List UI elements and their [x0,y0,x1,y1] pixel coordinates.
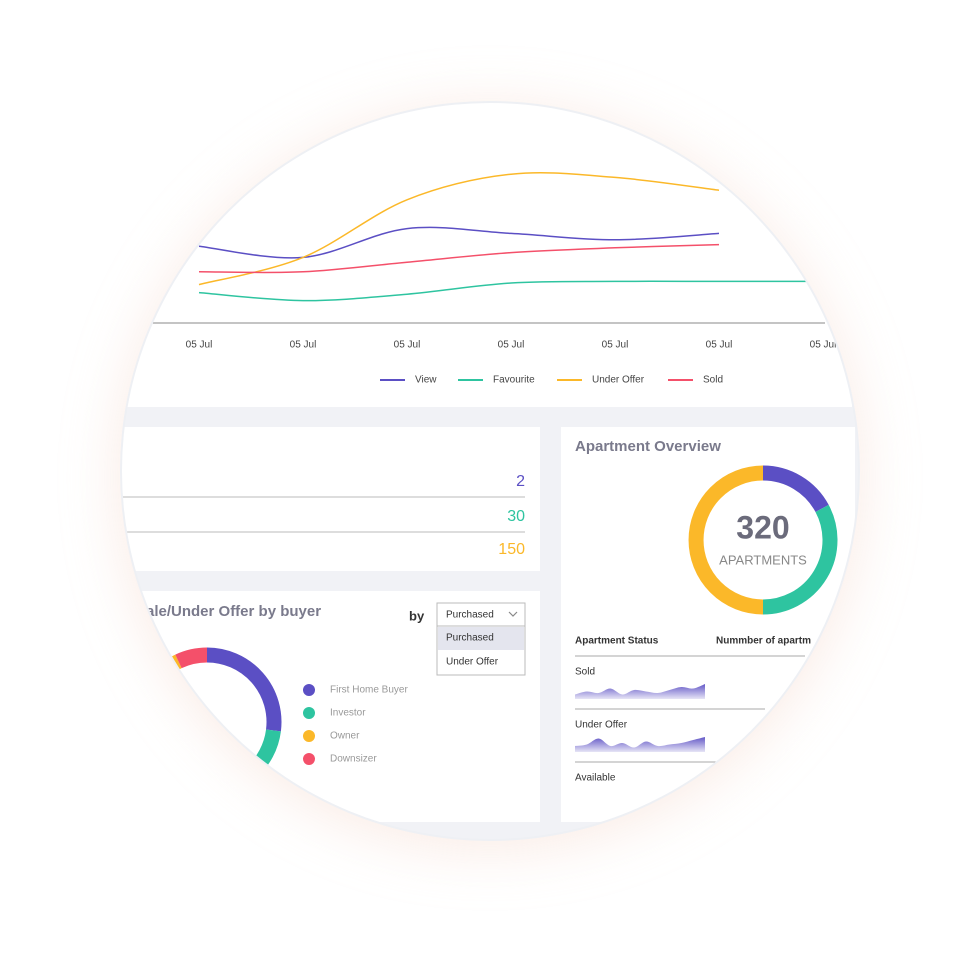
counts-panel [122,427,540,571]
panel-title: ale/Under Offer by buyer [146,603,321,620]
series-line [198,226,720,259]
legend-label: Owner [330,731,360,742]
legend-label: Downsizer [330,754,377,765]
dropdown-value[interactable]: Purchased [446,610,494,621]
legend-dot [303,753,315,765]
donut-segment [206,647,282,732]
panel-title: Apartment Overview [575,438,721,455]
series-line [198,171,720,286]
donut-segment [762,504,838,615]
count-value: 30 [507,508,525,525]
legend-label: Sold [703,375,723,386]
filter-label: by [409,608,425,623]
legend-dot [303,684,315,696]
total-label: APARTMENTS [719,552,807,567]
dropdown-option[interactable]: Purchased [446,633,494,644]
count-value: 150 [498,541,525,558]
status-label: Sold [575,667,595,678]
legend-label: Favourite [493,375,535,386]
x-tick-label: 05 Jul [186,340,213,351]
dropdown-option[interactable]: Under Offer [446,657,499,668]
x-tick-label: 05 Jul [498,340,525,351]
option-highlight [438,627,524,650]
legend-label: Investor [330,708,366,719]
status-label: Available [575,773,616,784]
status-label: Under Offer [575,720,628,731]
x-tick-label: 05 Jul [706,340,733,351]
donut-segment [175,647,208,669]
sparkline [575,737,705,752]
count-value: 2 [516,473,525,490]
donut-segment [762,465,829,513]
x-tick-label: 05 Jul [394,340,421,351]
x-tick-label: 05 Jul [602,340,629,351]
sparkline [575,684,705,699]
donut-segment [688,465,764,615]
table-header: Nummber of apartm [716,636,811,647]
series-line [198,280,823,302]
legend-label: View [415,375,437,386]
legend-label: First Home Buyer [330,685,408,696]
total: 320 [736,509,789,545]
legend-dot [303,730,315,742]
legend-label: Under Offer [592,375,645,386]
x-tick-label: 05 Jul [810,340,837,351]
x-tick-label: 05 Jul [290,340,317,351]
chevron [508,611,518,617]
series-line [198,243,720,274]
table-header: Apartment Status [575,636,659,647]
legend-dot [303,707,315,719]
